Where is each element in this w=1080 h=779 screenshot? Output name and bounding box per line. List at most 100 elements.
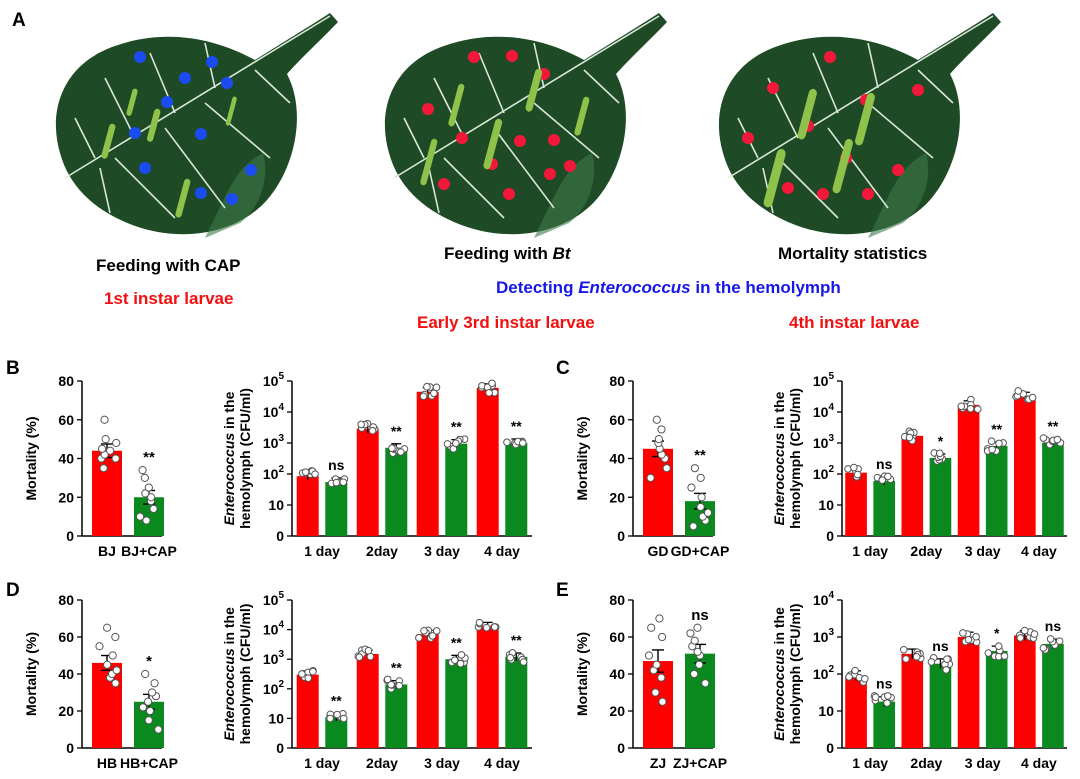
data-point <box>1016 634 1025 642</box>
y-tick-label: 20 <box>58 703 74 719</box>
significance-label: ** <box>143 449 155 466</box>
significance-label: ns <box>691 607 709 624</box>
bar-control-3 <box>416 634 439 748</box>
data-point <box>143 697 153 706</box>
significance-label: ** <box>331 692 342 708</box>
y-tick-label: 10 <box>268 710 284 726</box>
data-point <box>423 382 431 391</box>
data-point <box>652 660 661 669</box>
step2-agent: Bt <box>552 244 571 263</box>
leaf-vein <box>443 157 505 219</box>
x-tick-label: 1 day <box>304 543 340 559</box>
leaf-vein <box>533 42 545 89</box>
y-tick-label: 0 <box>617 528 625 544</box>
leaf-vein <box>727 15 994 179</box>
schematic-dot <box>544 168 556 180</box>
y-tick-label: 103 <box>263 433 285 451</box>
leaf-blade <box>55 13 338 235</box>
y-axis-label-line2: hemolymph (CFU/ml) <box>787 604 803 745</box>
data-point <box>703 508 713 517</box>
y-tick-label: 104 <box>263 402 285 420</box>
schematic-dot <box>195 187 207 199</box>
schematic-dot <box>129 127 141 139</box>
significance-label: ** <box>391 660 402 676</box>
step1-stage: 1st instar larvae <box>104 289 234 308</box>
y-tick-exponent: 5 <box>278 590 284 601</box>
data-point <box>690 464 699 473</box>
leaf-vein <box>583 69 620 104</box>
y-tick-label: 105 <box>813 371 835 389</box>
panel-label-d: D <box>6 580 20 601</box>
larva <box>448 83 465 127</box>
x-tick-label: ZJ <box>650 755 666 771</box>
leaf-shade <box>534 153 595 238</box>
schematic-dot <box>564 160 576 172</box>
bar-control-2 <box>901 653 924 748</box>
significance-label: ** <box>451 419 462 435</box>
bar-cap-3 <box>445 659 468 748</box>
data-point <box>482 623 491 632</box>
data-point <box>428 632 437 640</box>
data-point <box>644 651 654 660</box>
x-tick-label: GD+CAP <box>671 543 730 559</box>
y-tick-label: 0 <box>826 740 834 756</box>
larva <box>763 149 786 208</box>
data-point <box>899 645 908 654</box>
panel-label-b: B <box>6 358 20 379</box>
schematic-dot <box>161 96 173 108</box>
leaf-vein <box>478 52 505 114</box>
data-point <box>101 435 110 444</box>
schematic-dot <box>742 132 754 144</box>
larva <box>126 88 138 116</box>
data-point <box>368 426 377 435</box>
data-point <box>140 473 149 482</box>
y-tick-exponent: 2 <box>828 664 834 675</box>
significance-label: ** <box>1047 418 1058 434</box>
larva <box>525 68 543 112</box>
y-tick-exponent: 4 <box>278 620 284 631</box>
schematic-area <box>0 0 1080 240</box>
leaf-vein <box>74 117 96 159</box>
data-point <box>141 669 150 679</box>
y-tick-label: 60 <box>58 629 74 645</box>
data-point <box>357 420 365 429</box>
axes: 0 20 40 60 80 <box>58 373 162 544</box>
y-axis-label-italic: Enterococcus <box>771 433 787 526</box>
leaf-3 <box>718 13 1001 238</box>
y-tick-label: 105 <box>263 590 285 608</box>
data-point <box>690 669 699 679</box>
y-tick-label: 40 <box>58 451 74 467</box>
y-tick-label: 80 <box>58 592 74 608</box>
data-point <box>112 666 121 675</box>
data-point <box>456 659 465 668</box>
schematic-dot <box>221 77 233 89</box>
data-point <box>457 651 466 659</box>
chart-b-log: 0 10 102 103 104 105 Enterococcus in the hemoly… <box>221 371 532 559</box>
data-point <box>696 502 705 512</box>
data-point <box>657 673 666 682</box>
x-tick-label: GD <box>648 543 669 559</box>
chart-e-mortality: 0 20 40 60 80 Mortality (%) ZJ ZJ+CAP ns <box>574 592 727 771</box>
data-point <box>988 445 996 454</box>
data-point <box>154 725 163 734</box>
leaf-vein <box>867 102 934 159</box>
significance-label: ns <box>328 457 345 473</box>
data-point <box>942 666 950 674</box>
schematic-dot <box>862 188 874 200</box>
bar-control-2 <box>356 428 379 536</box>
y-tick-exponent: 2 <box>278 679 284 690</box>
bar-cap-1 <box>325 717 348 748</box>
leaf-vein <box>812 52 839 114</box>
chart-e-log: 0 10 102 103 104 Enterococcus in the hemolymph… <box>771 590 1067 771</box>
y-tick-label: 20 <box>58 489 74 505</box>
data-point <box>943 655 951 663</box>
x-tick-label: ZJ+CAP <box>673 755 727 771</box>
data-point <box>111 679 120 688</box>
larva <box>420 138 438 186</box>
schematic-dot <box>195 128 207 140</box>
schematic-dot <box>226 193 238 205</box>
data-point <box>415 634 423 642</box>
step2-stage: Early 3rd instar larvae <box>417 313 595 332</box>
x-tick-label: 3 day <box>965 755 1001 771</box>
data-point <box>135 512 145 521</box>
